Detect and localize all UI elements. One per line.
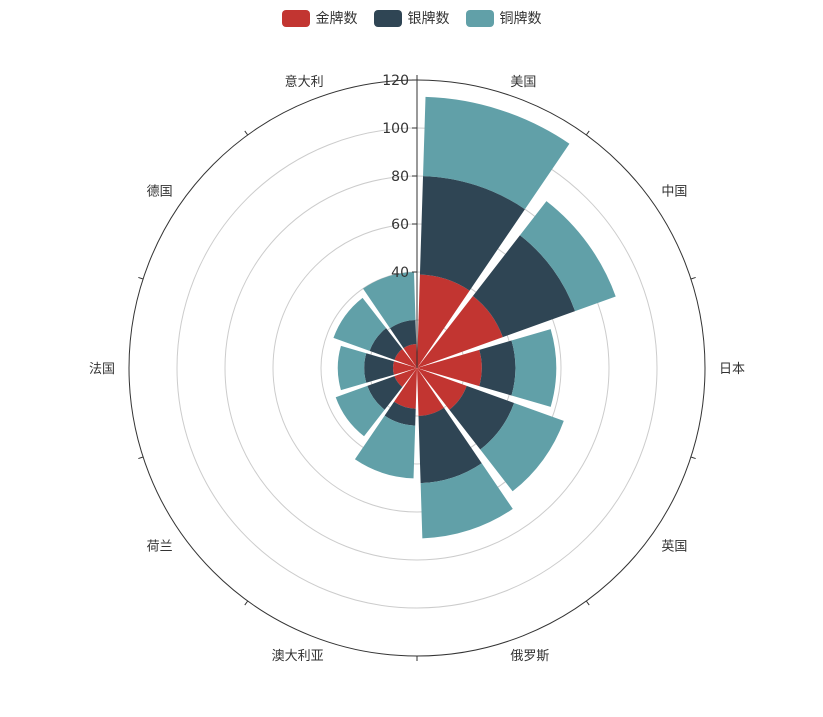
bar-1-6 [367, 376, 403, 410]
bar-2-3 [480, 402, 564, 492]
bar-1-4 [418, 407, 482, 484]
legend-swatch [373, 9, 402, 27]
bar-1-2 [479, 340, 516, 396]
bar-1-9 [390, 320, 417, 349]
legend: 金牌数 银牌数 铜牌数 [0, 8, 823, 28]
angle-tick [244, 600, 249, 606]
angle-tick [244, 130, 249, 136]
category-label: 英国 [661, 540, 687, 555]
bar-2-1 [519, 201, 616, 312]
radius-tick-label: 100 [382, 121, 409, 137]
bar-0-5 [394, 368, 417, 409]
category-label: 中国 [661, 184, 687, 199]
radius-tick-label: 120 [382, 73, 409, 89]
legend-swatch [465, 9, 494, 27]
category-label: 美国 [510, 75, 536, 90]
angle-tick [138, 456, 144, 460]
bar-1-7 [364, 353, 394, 383]
radius-tick-label: 40 [391, 265, 409, 281]
bar-2-5 [354, 415, 416, 479]
bar-1-0 [419, 176, 525, 291]
bar-0-8 [394, 349, 417, 368]
radius-tick-label: 80 [391, 169, 409, 185]
bar-2-2 [511, 329, 557, 407]
bar-0-6 [394, 368, 417, 387]
bar-0-3 [417, 368, 467, 410]
bar-1-8 [369, 328, 403, 360]
category-label: 俄罗斯 [510, 649, 549, 664]
bar-0-1 [417, 295, 503, 368]
angle-tick [138, 276, 144, 280]
angle-tick [585, 600, 590, 606]
legend-item-2[interactable]: 铜牌数 [465, 8, 542, 28]
bar-0-2 [417, 349, 482, 387]
category-label: 日本 [719, 362, 745, 377]
legend-label: 银牌数 [407, 11, 450, 27]
angle-tick [690, 276, 696, 280]
legend-swatch [281, 9, 310, 27]
radius-tick-label: 60 [391, 217, 409, 233]
bar-1-5 [384, 401, 416, 426]
category-label: 法国 [89, 362, 115, 377]
category-label: 意大利 [285, 74, 324, 90]
angle-tick [690, 456, 696, 460]
bar-2-4 [420, 463, 513, 539]
legend-item-0[interactable]: 金牌数 [281, 8, 358, 28]
category-label: 荷兰 [147, 540, 173, 555]
bar-2-8 [333, 297, 387, 351]
category-label: 澳大利亚 [272, 648, 324, 664]
legend-item-1[interactable]: 银牌数 [373, 8, 450, 28]
bar-0-0 [417, 274, 470, 368]
legend-label: 铜牌数 [499, 11, 542, 27]
bar-1-3 [449, 385, 515, 450]
angle-tick [585, 130, 590, 136]
bar-0-7 [393, 361, 417, 375]
legend-label: 金牌数 [315, 11, 358, 27]
category-label: 德国 [147, 184, 173, 199]
bar-2-9 [363, 272, 416, 329]
bar-2-0 [423, 96, 570, 210]
bar-2-6 [335, 385, 385, 437]
bar-1-1 [472, 235, 576, 338]
bar-0-4 [417, 368, 444, 416]
bar-0-9 [403, 344, 417, 368]
bar-2-7 [337, 345, 367, 391]
